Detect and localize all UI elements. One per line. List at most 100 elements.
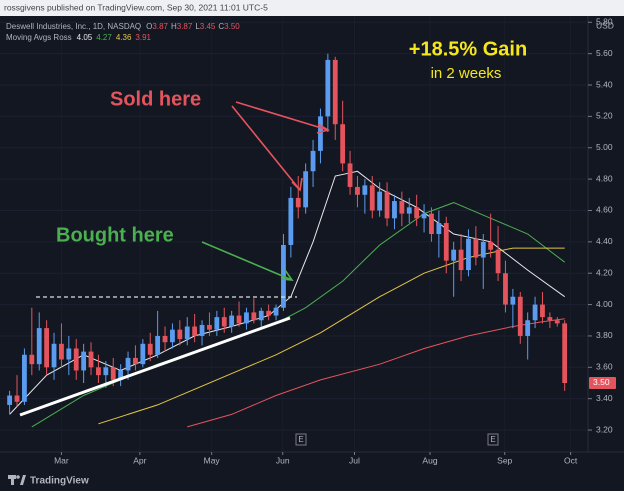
candle-body (36, 328, 42, 365)
candle-body (466, 238, 471, 271)
logo-part (20, 475, 26, 485)
candle-body (66, 348, 72, 360)
candle-body (429, 213, 434, 234)
candle-body (318, 116, 323, 151)
candle-body (532, 304, 538, 321)
candle-body (7, 395, 13, 405)
candle-body (325, 59, 331, 117)
candle-body (51, 343, 57, 368)
y-tick-label: 3.20 (596, 424, 613, 434)
trendline (19, 316, 291, 417)
last-price-tag (589, 376, 616, 389)
arrow (231, 105, 303, 192)
candle-body (177, 329, 183, 340)
gain-period: in 2 weeks (431, 65, 502, 82)
y-tick-label: 5.20 (596, 111, 613, 121)
candle-body (384, 191, 390, 219)
x-tick-label: Apr (133, 455, 146, 465)
candle-body (199, 324, 205, 336)
candle-body (192, 326, 198, 336)
candle-body (29, 354, 35, 365)
candle-body (59, 343, 64, 360)
candle-body (525, 320, 531, 336)
arrow (201, 241, 294, 281)
symbol-name: Deswell Industries, Inc., 1D, NASDAQ (6, 22, 141, 31)
candle-body (443, 223, 449, 261)
bought-label: Bought here (56, 224, 174, 246)
y-tick-label: 4.40 (596, 236, 613, 246)
ohlc-value: 3.87 (152, 22, 168, 31)
candle-body (414, 207, 420, 219)
y-tick-label: 4.60 (596, 205, 613, 215)
candle-body (81, 351, 87, 371)
candle-body (251, 312, 257, 321)
y-tick-label: 4.80 (596, 173, 613, 183)
candle-body (273, 307, 279, 316)
last-price-label: 3.50 (593, 377, 610, 387)
candle-body (562, 323, 568, 383)
candle-body (88, 351, 94, 368)
earnings-markers: E E (295, 433, 499, 446)
logo-part (16, 475, 20, 479)
x-tick-label: Mar (54, 455, 69, 465)
candle-body (517, 296, 523, 336)
candle-body (362, 185, 368, 195)
earnings-box (487, 433, 499, 446)
x-tick-label: Sep (497, 455, 512, 465)
candle-body (399, 201, 405, 214)
earnings-box (295, 433, 307, 446)
ohlc-key: L (195, 22, 200, 31)
indicator-value: 4.36 (116, 33, 132, 42)
candle-body (310, 150, 316, 172)
candle-body (303, 171, 309, 208)
candle-body (288, 197, 294, 245)
candle-body (436, 223, 442, 234)
candle-body (118, 370, 124, 380)
y-tick-label: 5.00 (596, 142, 613, 152)
candle-body (547, 317, 553, 321)
indicator-legend: Moving Avgs Ross 4.05 4.27 4.36 3.91 (6, 33, 152, 42)
candle-body (421, 213, 427, 219)
earnings-marker: E (298, 435, 303, 444)
ohlc-key: H (171, 22, 177, 31)
x-tick-label: Jul (349, 455, 360, 465)
candle-body (332, 59, 338, 125)
top-bar (0, 0, 624, 16)
y-tick-label: 3.60 (596, 362, 613, 372)
footer-brand: TradingView (30, 476, 89, 487)
x-tick-label: May (204, 455, 221, 465)
ohlc-value: 3.50 (224, 22, 240, 31)
candle-body (503, 273, 508, 305)
candle-body (170, 329, 175, 343)
candle-body (510, 296, 516, 305)
candle-body (480, 241, 486, 258)
ohlc-key: C (218, 22, 224, 31)
y-tick-label: 3.40 (596, 393, 613, 403)
candle-body (103, 367, 109, 376)
x-tick-label: Aug (422, 455, 437, 465)
candle-body (258, 310, 264, 321)
candle-body (221, 317, 227, 327)
candle-body (73, 348, 79, 371)
indicator-value: 4.27 (96, 33, 112, 42)
candle-body (207, 324, 212, 330)
x-tick-label: Jun (276, 455, 290, 465)
candle-body (295, 197, 301, 208)
candle-body (44, 328, 50, 368)
symbol-legend: Deswell Industries, Inc., 1D, NASDAQ O3.8… (6, 22, 240, 31)
y-tick-label: 5.60 (596, 48, 613, 58)
candle-body (406, 207, 412, 214)
candle-body (458, 249, 464, 271)
candle-body (377, 191, 383, 211)
candle-body (355, 186, 360, 195)
candle-body (488, 241, 494, 250)
bought-arrow (201, 241, 294, 281)
sold-arrows (231, 101, 331, 192)
candle-body (540, 304, 545, 318)
publish-info: rossgivens published on TradingView.com,… (4, 2, 268, 12)
candle-body (147, 343, 153, 355)
candle-body (244, 312, 249, 324)
ohlc-value: 3.45 (200, 22, 216, 31)
candle-body (392, 201, 397, 219)
